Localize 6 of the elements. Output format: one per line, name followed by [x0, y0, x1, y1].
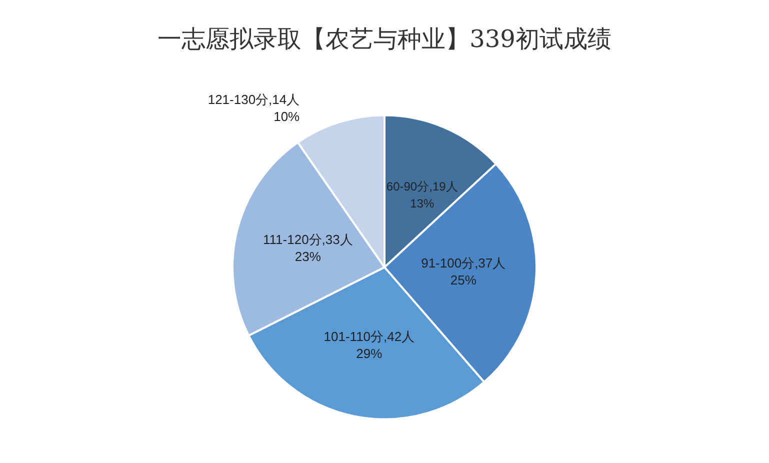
- chart-title: 一志愿拟录取【农艺与种业】339初试成绩: [158, 25, 612, 53]
- slice-label: 60-90分,19人 13%: [386, 179, 458, 210]
- slice-label: 91-100分,37人 25%: [421, 256, 506, 288]
- slice-label: 121-130分,14人 10%: [208, 92, 300, 124]
- slice-label: 101-110分,42人 29%: [324, 328, 415, 361]
- slice-label: 111-120分,33人 23%: [263, 232, 353, 264]
